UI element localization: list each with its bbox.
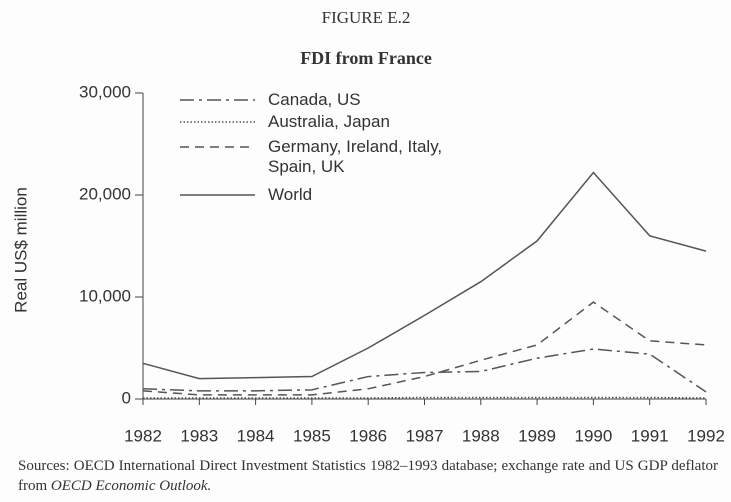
series-line	[142, 301, 707, 396]
legend-label: Germany, Ireland, Italy, Spain, UK	[268, 137, 443, 176]
x-tick-label: 1985	[293, 426, 331, 445]
y-tick-label: 20,000	[79, 184, 131, 203]
y-tick-label: 10,000	[79, 286, 131, 305]
series-line	[142, 348, 707, 393]
x-tick-label: 1983	[180, 426, 218, 445]
x-tick-label: 1984	[237, 426, 275, 445]
legend-label: Australia, Japan	[268, 112, 390, 131]
y-tick-label: 30,000	[79, 82, 131, 101]
legend-label: Canada, US	[268, 90, 361, 109]
x-tick-label: 1982	[124, 426, 162, 445]
series-line	[142, 171, 707, 380]
x-tick-label: 1988	[462, 426, 500, 445]
x-tick-label: 1991	[631, 426, 669, 445]
chart-title: FDI from France	[300, 48, 432, 68]
figure-label: FIGURE E.2	[322, 8, 411, 27]
source-text: Sources: OECD International Direct Inves…	[18, 458, 718, 494]
legend-label: World	[268, 185, 313, 204]
x-tick-label: 1990	[574, 426, 612, 445]
series-line	[143, 396, 707, 399]
source-note: Sources: OECD International Direct Inves…	[18, 456, 718, 496]
y-tick-label: 0	[122, 388, 131, 407]
x-tick-label: 1992	[687, 426, 725, 445]
x-tick-label: 1986	[349, 426, 387, 445]
x-tick-label: 1989	[518, 426, 556, 445]
x-tick-label: 1987	[406, 426, 444, 445]
y-axis-label: Real US$ million	[11, 187, 30, 313]
source-italic: OECD Economic Outlook.	[50, 478, 212, 494]
